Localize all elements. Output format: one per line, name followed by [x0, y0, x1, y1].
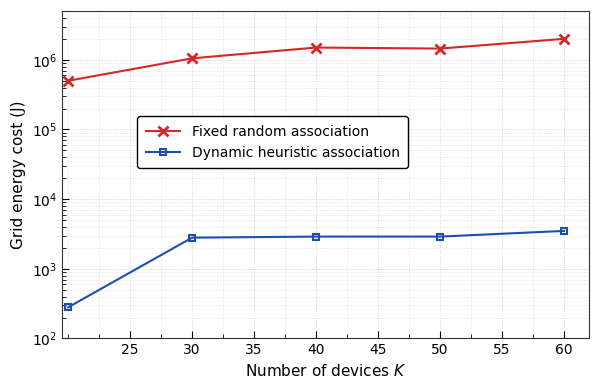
Fixed random association [188, 56, 196, 61]
Dynamic heuristic association [313, 234, 320, 239]
Legend: Fixed random association, Dynamic heuristic association: Fixed random association, Dynamic heuris… [137, 116, 408, 168]
Y-axis label: Grid energy cost (J): Grid energy cost (J) [11, 101, 26, 249]
Fixed random association [64, 78, 71, 83]
Dynamic heuristic association [188, 235, 196, 240]
Fixed random association [313, 45, 320, 50]
Fixed random association [436, 46, 443, 51]
Line: Dynamic heuristic association: Dynamic heuristic association [65, 227, 568, 311]
Dynamic heuristic association [436, 234, 443, 239]
Line: Fixed random association: Fixed random association [63, 34, 569, 86]
Dynamic heuristic association [64, 305, 71, 310]
Dynamic heuristic association [560, 229, 568, 233]
Fixed random association [560, 37, 568, 41]
X-axis label: Number of devices $K$: Number of devices $K$ [245, 363, 406, 379]
